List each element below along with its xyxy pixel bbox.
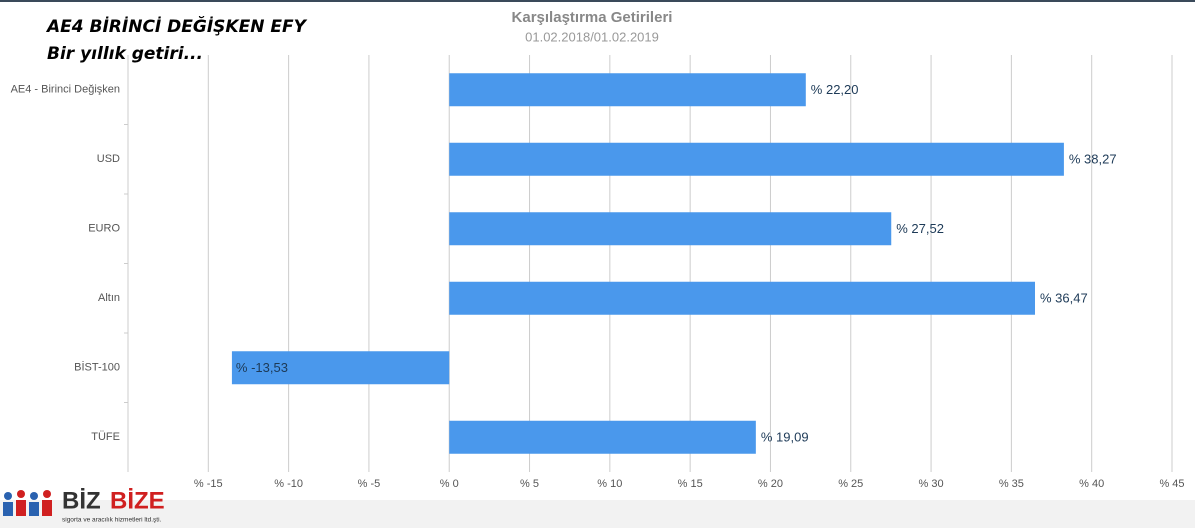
bar: [231, 351, 450, 385]
y-tick-label: AE4 - Birinci Değişken: [11, 84, 120, 96]
bottom-strip: [0, 500, 1195, 528]
bar: [449, 142, 1064, 176]
logo-text: BİZ: [62, 487, 101, 514]
x-tick-label: % -5: [358, 478, 381, 490]
value-label: % 19,09: [761, 430, 809, 445]
bar: [449, 73, 806, 107]
logo-icon: [43, 490, 51, 498]
logo: BİZ BİZE sigorta ve aracılık hizmetleri …: [3, 487, 165, 524]
logo-text: BİZE: [110, 487, 165, 514]
chart-subtitle: 01.02.2018/01.02.2019: [525, 29, 659, 44]
logo-icon: [3, 502, 13, 516]
y-tick-label: BİST-100: [74, 361, 120, 374]
x-tick-label: % 10: [597, 478, 622, 490]
y-tick-label: TÜFE: [91, 431, 120, 443]
chart-title: Karşılaştırma Getirileri: [512, 9, 673, 26]
x-tick-label: % 25: [838, 478, 863, 490]
annotation: AE4 BİRİNCİ DEĞİŞKEN EFY: [45, 15, 308, 37]
logo-icon: [42, 500, 52, 516]
logo-icon: [29, 502, 39, 516]
x-tick-label: % 20: [758, 478, 783, 490]
y-tick-label: USD: [97, 153, 120, 165]
x-tick-label: % 35: [999, 478, 1024, 490]
value-label: % 38,27: [1069, 152, 1117, 167]
value-label: % -13,53: [236, 360, 288, 375]
logo-icon: [30, 492, 38, 500]
x-tick-label: % 30: [919, 478, 944, 490]
logo-icon: [17, 490, 25, 498]
bar: [449, 281, 1035, 315]
y-tick-label: Altın: [98, 292, 120, 304]
x-tick-label: % 0: [440, 478, 459, 490]
logo-icon: [4, 492, 12, 500]
value-label: % 27,52: [896, 221, 944, 236]
logo-icon: [16, 500, 26, 516]
logo-tagline: sigorta ve aracılık hizmetleri ltd.şti.: [62, 517, 162, 524]
value-label: % 36,47: [1040, 291, 1088, 306]
x-tick-label: % 45: [1159, 478, 1184, 490]
x-tick-label: % 15: [678, 478, 703, 490]
bar: [449, 420, 756, 454]
x-tick-label: % -10: [274, 478, 303, 490]
x-tick-label: % 40: [1079, 478, 1104, 490]
x-tick-label: % 5: [520, 478, 539, 490]
bar: [449, 212, 892, 246]
annotation: Bir yıllık getiri...: [47, 44, 203, 64]
top-border: [0, 0, 1195, 2]
x-tick-label: % -15: [194, 478, 223, 490]
value-label: % 22,20: [811, 82, 859, 97]
y-tick-label: EURO: [88, 223, 120, 235]
